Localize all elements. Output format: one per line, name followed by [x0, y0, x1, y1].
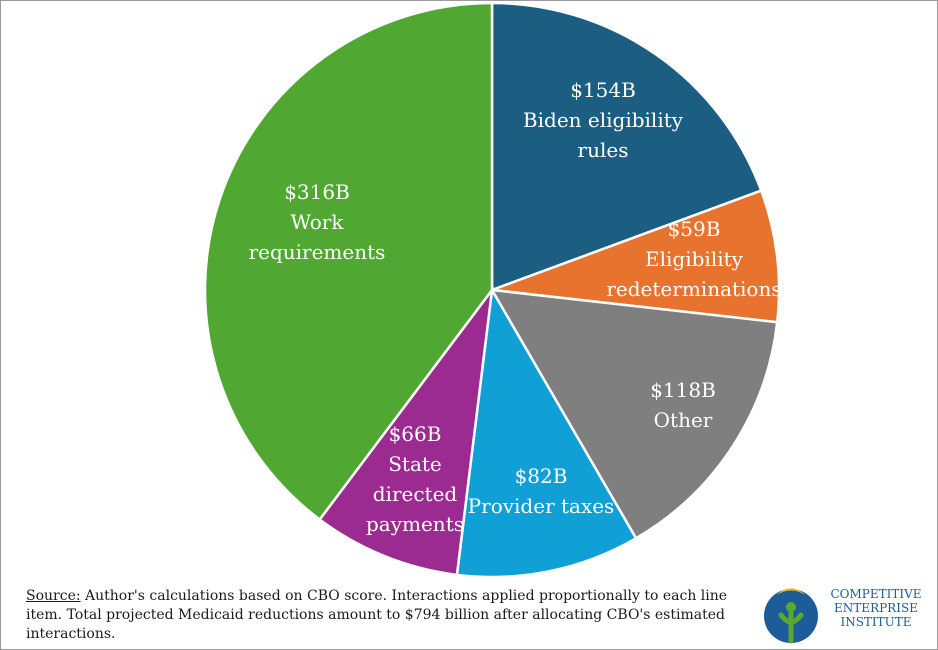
slice-value: $154B [570, 78, 636, 102]
slice-name-line: State [388, 452, 442, 476]
slice-label-eligibility-redeterminations: $59B Eligibility redeterminations [606, 217, 781, 301]
slice-label-provider-taxes: $82B Provider taxes [468, 464, 615, 518]
slice-value: $59B [668, 217, 721, 241]
slice-value: $316B [284, 180, 350, 204]
pie-slice-provider-taxes [455, 286, 638, 579]
slice-name-line: Biden eligibility [523, 108, 684, 132]
logo-line-1: COMPETITIVE [830, 587, 922, 601]
pie-slice-work-requirements [203, 1, 494, 522]
slice-name-line: Work [291, 210, 345, 234]
slice-name-line: Eligibility [645, 247, 744, 271]
slice-name-line: rules [578, 138, 629, 162]
logo-figure-body-icon [778, 610, 804, 644]
slice-label-state-directed-payments: $66B State directed payments [366, 422, 464, 536]
source-prefix: Source: [26, 588, 81, 604]
logo-line-3: INSTITUTE [840, 615, 912, 629]
slice-name-line: Provider taxes [468, 494, 615, 518]
logo-line-2: ENTERPRISE [834, 601, 918, 615]
pie-chart: $154B Biden eligibility rules $59B Eligibili… [203, 1, 782, 579]
slice-value: $82B [515, 464, 568, 488]
slice-name-line: redeterminations [606, 277, 781, 301]
slice-name-line: payments [366, 512, 464, 536]
cei-logo [764, 588, 818, 644]
logo-figure-head-icon [786, 602, 796, 612]
slice-name-line: directed [373, 482, 458, 506]
pie-slice-state-directed-payments [317, 285, 494, 577]
slice-label-biden-eligibility-rules: $154B Biden eligibility rules [523, 78, 684, 162]
slice-label-work-requirements: $316B Work requirements [249, 180, 386, 264]
source-text: Author's calculations based on CBO score… [26, 588, 728, 642]
slice-label-other: $118B Other [650, 378, 716, 432]
slice-name-line: requirements [249, 240, 386, 264]
pie-slice-biden-eligibility-rules [490, 1, 763, 292]
slice-value: $118B [650, 378, 716, 402]
pie-slice-other [489, 288, 779, 540]
pie-slice-eligibility-redeterminations [491, 188, 781, 324]
logo-text: COMPETITIVE ENTERPRISE INSTITUTE [821, 587, 931, 629]
logo-sun-icon [777, 588, 805, 595]
slice-value: $66B [389, 422, 442, 446]
source-note: Source: Author's calculations based on C… [26, 587, 731, 644]
slice-name-line: Other [654, 408, 713, 432]
